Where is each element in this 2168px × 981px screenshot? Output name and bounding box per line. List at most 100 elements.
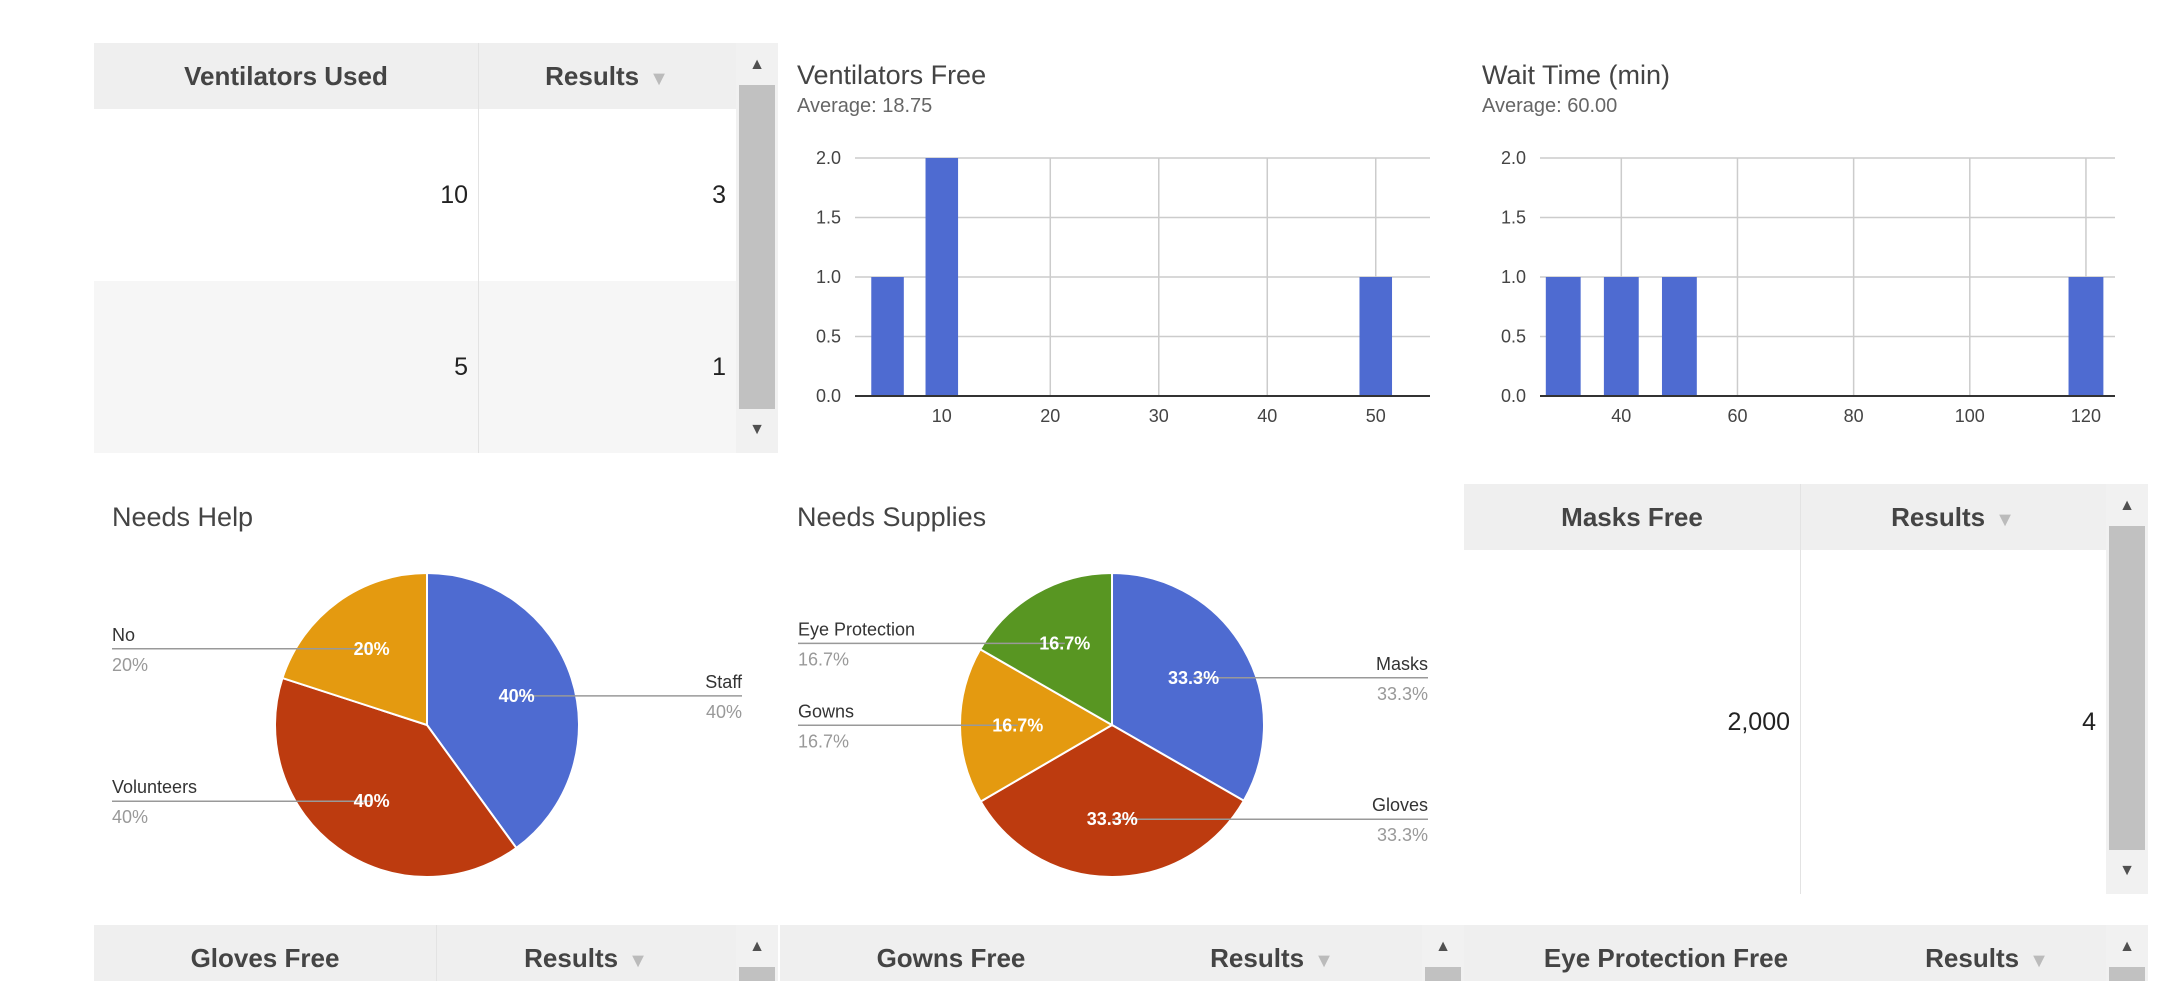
- pie-legend-percent: 16.7%: [798, 649, 849, 669]
- pie-legend-label: Volunteers: [112, 777, 197, 797]
- pie-legend-percent: 33.3%: [1377, 825, 1428, 845]
- eye-protection-free-scrollbar[interactable]: ▲: [2106, 925, 2148, 981]
- pie-slice-label: 33.3%: [1168, 668, 1219, 688]
- scroll-up-icon[interactable]: ▲: [2119, 497, 2135, 514]
- table-cell: 10: [440, 180, 468, 209]
- scrollbar-thumb[interactable]: [739, 85, 775, 409]
- column-header[interactable]: Masks Free: [1561, 502, 1703, 532]
- masks-free-scrollbar[interactable]: ▲ ▼: [2106, 484, 2148, 894]
- results-column-header[interactable]: Results ▼: [1868, 925, 2106, 981]
- column-header[interactable]: Eye Protection Free: [1543, 943, 1789, 973]
- scrollbar-thumb[interactable]: [1425, 967, 1461, 981]
- table-row: 2,000 4: [1464, 550, 2106, 894]
- scroll-up-icon[interactable]: ▲: [2119, 938, 2135, 955]
- pie-legend-percent: 20%: [112, 655, 148, 675]
- pie-slice: [979, 723, 1246, 878]
- results-label: Results: [1210, 943, 1305, 973]
- sort-desc-icon[interactable]: ▼: [649, 68, 669, 90]
- table-cell: 1: [712, 352, 726, 381]
- gloves-free-scrollbar[interactable]: ▲: [736, 925, 778, 981]
- sort-desc-icon[interactable]: ▼: [1995, 509, 2015, 531]
- x-tick-label: 10: [932, 406, 952, 426]
- scroll-up-icon[interactable]: ▲: [1435, 938, 1451, 955]
- pie-slice-label: 33.3%: [1087, 809, 1138, 829]
- y-tick-label: 0.0: [816, 386, 841, 406]
- column-header[interactable]: Ventilators Used: [184, 61, 388, 91]
- pie-slice-label: 40%: [499, 686, 535, 706]
- x-tick-label: 40: [1257, 406, 1277, 426]
- column-header[interactable]: Gowns Free: [876, 943, 1026, 973]
- x-tick-label: 40: [1611, 406, 1631, 426]
- sort-desc-icon[interactable]: ▼: [628, 950, 648, 972]
- sort-desc-icon[interactable]: ▼: [2029, 950, 2049, 972]
- scrollbar-thumb[interactable]: [2109, 526, 2145, 850]
- gowns-free-table: Gowns Free Results ▼: [780, 925, 1422, 981]
- ventilators-used-scrollbar[interactable]: ▲ ▼: [736, 43, 778, 453]
- results-label: Results: [524, 943, 619, 973]
- chart-title: Wait Time (min): [1482, 60, 1670, 90]
- pie-slice: [978, 571, 1113, 727]
- x-tick-label: 30: [1149, 406, 1169, 426]
- pie-legend-percent: 16.7%: [798, 731, 849, 751]
- y-tick-label: 2.0: [816, 148, 841, 168]
- results-column-header[interactable]: Results ▼: [1122, 925, 1422, 981]
- column-divider: [436, 925, 437, 981]
- chart-title: Needs Supplies: [797, 502, 987, 532]
- table-cell: 4: [2082, 707, 2096, 736]
- masks-free-table: Masks Free Results ▼ 2,000 4: [1464, 484, 2106, 894]
- x-tick-label: 60: [1727, 406, 1747, 426]
- y-tick-label: 1.5: [1501, 208, 1526, 228]
- x-tick-label: 120: [2071, 406, 2101, 426]
- gloves-free-table: Gloves Free Results ▼: [94, 925, 736, 981]
- table-row: 5 1: [94, 281, 736, 453]
- column-divider: [478, 43, 479, 453]
- scroll-down-icon[interactable]: ▼: [749, 421, 765, 438]
- pie-slice: [1111, 571, 1265, 803]
- pie-slice-label: 20%: [354, 639, 390, 659]
- y-tick-label: 0.0: [1501, 386, 1526, 406]
- ventilators-used-table: Ventilators Used Results ▼ 10 3 5 1: [94, 43, 736, 453]
- histogram-bar: [871, 277, 904, 396]
- x-tick-label: 100: [1955, 406, 1985, 426]
- y-tick-label: 0.5: [816, 327, 841, 347]
- pie-legend-label: Staff: [705, 672, 743, 692]
- y-tick-label: 1.0: [816, 267, 841, 287]
- table-header: Ventilators Used Results ▼: [94, 43, 736, 109]
- histogram-bar: [1545, 277, 1581, 396]
- gowns-free-scrollbar[interactable]: ▲: [1422, 925, 1464, 981]
- histogram-bar: [925, 158, 959, 396]
- table-row: 10 3: [94, 109, 736, 281]
- results-column-header[interactable]: Results ▼: [478, 43, 736, 109]
- pie-legend-label: Eye Protection: [798, 619, 915, 639]
- results-column-header[interactable]: Results ▼: [1800, 484, 2106, 550]
- histogram-bar: [1603, 277, 1639, 396]
- column-header[interactable]: Gloves Free: [190, 943, 340, 973]
- results-label: Results: [1891, 502, 1986, 532]
- y-tick-label: 0.5: [1501, 327, 1526, 347]
- scroll-up-icon[interactable]: ▲: [749, 56, 765, 73]
- table-cell: 5: [454, 352, 468, 381]
- pie-legend-percent: 40%: [706, 702, 742, 722]
- histogram-bar: [1661, 277, 1697, 396]
- table-header: Gowns Free Results ▼: [780, 925, 1422, 981]
- pie-legend-percent: 40%: [112, 807, 148, 827]
- table-header: Masks Free Results ▼: [1464, 484, 2106, 550]
- needs-supplies-pie-chart: Masks 33.3% 33.3% Gloves 33.3% 33.3% Gowns 16.7…: [798, 571, 1428, 878]
- scrollbar-thumb[interactable]: [2109, 967, 2145, 981]
- sort-desc-icon[interactable]: ▼: [1314, 950, 1334, 972]
- table-header: Gloves Free Results ▼: [94, 925, 736, 981]
- pie-legend-label: Gloves: [1372, 795, 1428, 815]
- pie-slice-label: 40%: [354, 791, 390, 811]
- ventilators-free-histogram: 0.0 0.5 1.0 1.5 2.0 10 20 30 40 50: [816, 148, 1430, 426]
- results-label: Results: [545, 61, 640, 91]
- results-column-header[interactable]: Results ▼: [436, 925, 736, 981]
- scroll-up-icon[interactable]: ▲: [749, 938, 765, 955]
- pie-legend-label: No: [112, 625, 135, 645]
- scrollbar-thumb[interactable]: [739, 967, 775, 981]
- pie-legend-label: Gowns: [798, 701, 854, 721]
- scroll-down-icon[interactable]: ▼: [2119, 862, 2135, 879]
- eye-protection-free-table: Eye Protection Free Results ▼: [1464, 925, 2106, 981]
- table-cell: 3: [712, 180, 726, 209]
- pie-legend-percent: 33.3%: [1377, 684, 1428, 704]
- y-tick-label: 2.0: [1501, 148, 1526, 168]
